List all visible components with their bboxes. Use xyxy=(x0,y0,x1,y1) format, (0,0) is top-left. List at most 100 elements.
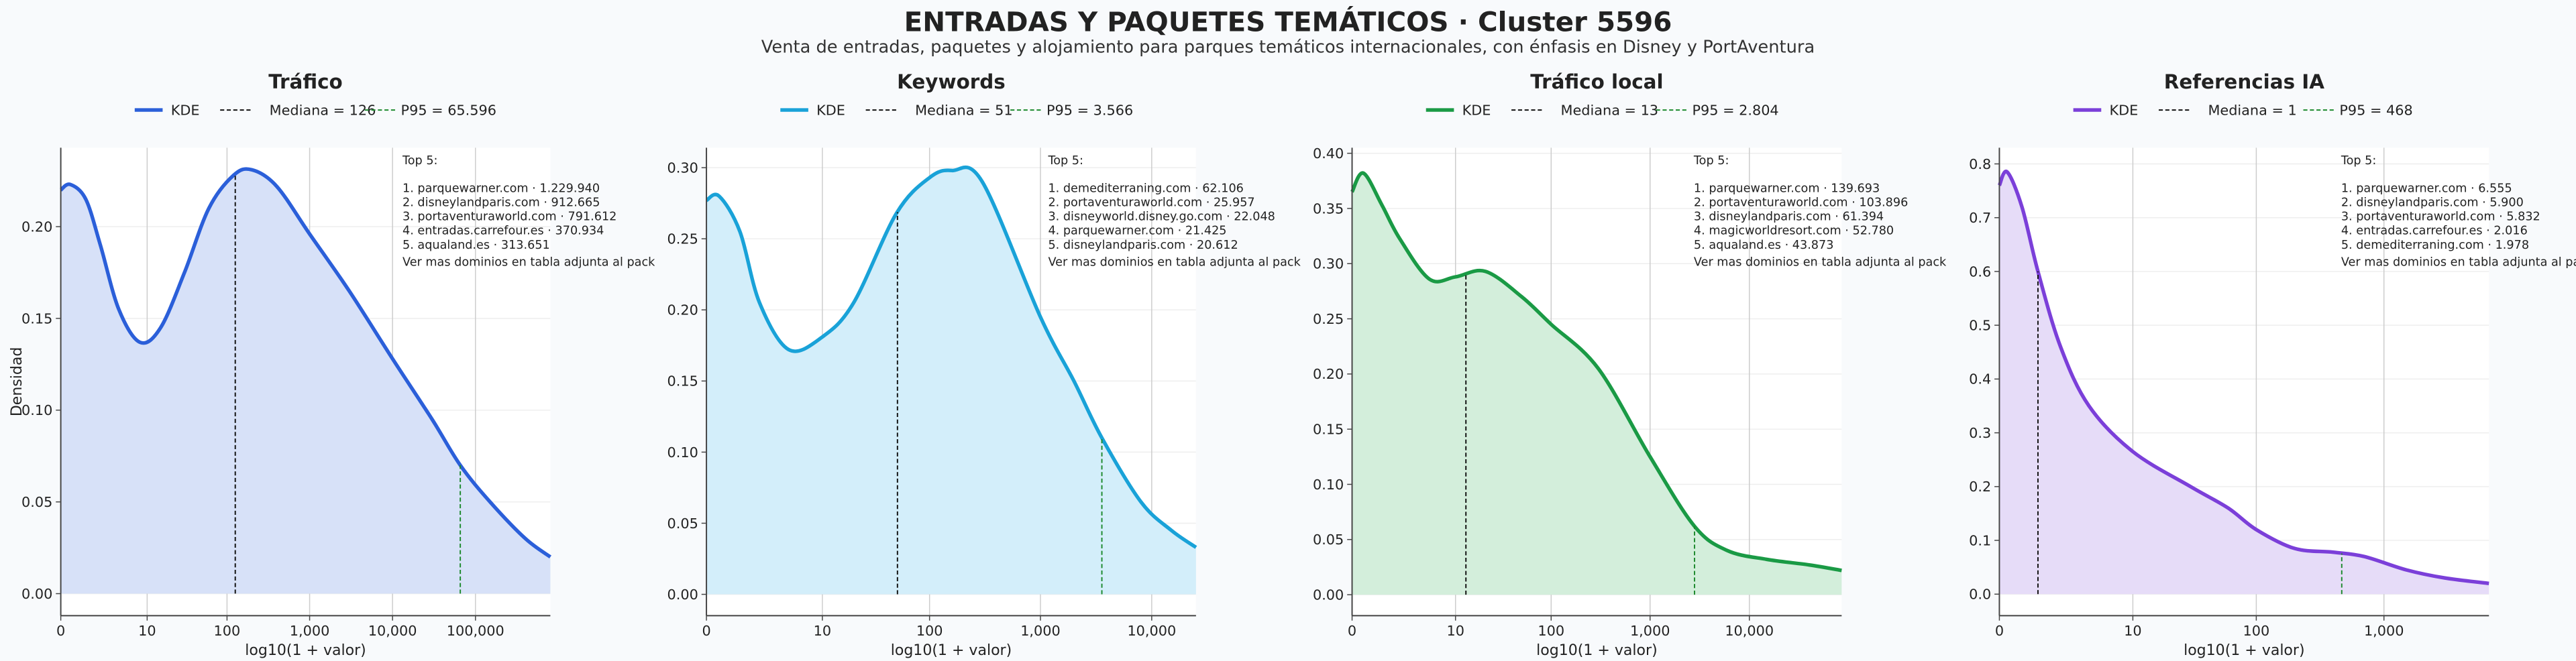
y-tick-label: 0.4 xyxy=(1969,371,1991,387)
x-tick-label: 100 xyxy=(2243,623,2270,639)
legend-label: KDE xyxy=(2110,102,2139,118)
annotation-item: 2. portaventuraworld.com · 103.896 xyxy=(1694,196,1908,210)
annotation-item: 4. entradas.carrefour.es · 2.016 xyxy=(2341,225,2528,238)
y-tick-label: 0.7 xyxy=(1969,210,1991,226)
y-tick-label: 0.40 xyxy=(1313,145,1344,162)
annotation-item: 3. disneylandparis.com · 61.394 xyxy=(1694,211,1884,224)
annotation-note: Ver mas dominios en tabla adjunta al pac… xyxy=(402,256,655,269)
y-tick-label: 0.20 xyxy=(667,302,698,318)
annotation-note: Ver mas dominios en tabla adjunta al pac… xyxy=(2341,256,2576,269)
y-tick-label: 0.10 xyxy=(667,444,698,461)
legend-label: KDE xyxy=(1462,102,1491,118)
y-tick-label: 0.15 xyxy=(21,310,52,326)
y-tick-label: 0.15 xyxy=(667,373,698,389)
y-tick-label: 0.35 xyxy=(1313,200,1344,217)
canvas: ENTRADAS Y PAQUETES TEMÁTICOS · Cluster … xyxy=(9,6,2576,660)
annotation-item: 5. aqualand.es · 313.651 xyxy=(402,239,550,252)
annotation-item: 5. aqualand.es · 43.873 xyxy=(1694,239,1834,252)
page-subtitle: Venta de entradas, paquetes y alojamient… xyxy=(761,37,1815,57)
x-tick-label: 0 xyxy=(702,623,710,639)
annotation-item: 3. disneyworld.disney.go.com · 22.048 xyxy=(1048,211,1275,224)
legend-label: Mediana = 1 xyxy=(2208,102,2296,118)
panel-title: Keywords xyxy=(897,70,1006,93)
annotation-item: 3. portaventuraworld.com · 791.612 xyxy=(402,211,616,224)
x-tick-label: 10,000 xyxy=(1725,623,1774,639)
kde-line xyxy=(59,167,552,558)
annotation-title: Top 5: xyxy=(402,154,438,168)
x-tick-label: 10 xyxy=(2124,623,2141,639)
legend-label: KDE xyxy=(816,102,845,118)
annotation-item: 5. demediterraning.com · 1.978 xyxy=(2341,239,2529,252)
annotation-title: Top 5: xyxy=(1693,154,1729,168)
y-tick-label: 0.3 xyxy=(1969,425,1991,441)
y-tick-label: 0.20 xyxy=(1313,366,1344,382)
x-tick-label: 1,000 xyxy=(2364,623,2404,639)
kde-line xyxy=(1997,170,2489,585)
annotation-item: 2. disneylandparis.com · 5.900 xyxy=(2341,196,2524,210)
legend-label: KDE xyxy=(171,102,200,118)
legend-label: P95 = 3.566 xyxy=(1046,102,1133,118)
y-tick-label: 0.0 xyxy=(1969,587,1991,603)
x-tick-label: 10,000 xyxy=(1127,623,1176,639)
panel-title: Referencias IA xyxy=(2164,70,2325,93)
page-title: ENTRADAS Y PAQUETES TEMÁTICOS · Cluster … xyxy=(904,6,1672,38)
annotation-item: 4. parquewarner.com · 21.425 xyxy=(1048,225,1226,238)
x-axis-label: log10(1 + valor) xyxy=(245,642,366,659)
x-tick-label: 10 xyxy=(138,623,156,639)
y-tick-label: 0.15 xyxy=(1313,422,1344,438)
annotation-item: 1. parquewarner.com · 1.229.940 xyxy=(402,182,600,196)
y-tick-label: 0.30 xyxy=(1313,256,1344,272)
y-tick-label: 0.1 xyxy=(1969,532,1991,548)
annotation-item: 1. parquewarner.com · 6.555 xyxy=(2341,182,2512,196)
kde-area xyxy=(1999,171,2489,595)
kde-area xyxy=(706,167,1196,595)
x-tick-label: 100 xyxy=(214,623,241,639)
annotation-title: Top 5: xyxy=(1047,154,1083,168)
x-axis-label: log10(1 + valor) xyxy=(2184,642,2305,659)
x-axis-label: log10(1 + valor) xyxy=(891,642,1012,659)
kde-area xyxy=(1352,172,1842,595)
legend-label: Mediana = 126 xyxy=(270,102,376,118)
kde-line xyxy=(1350,171,1842,573)
y-tick-label: 0.25 xyxy=(1313,311,1344,327)
kde-line xyxy=(705,165,1197,549)
y-axis-label: Densidad xyxy=(9,347,25,417)
y-tick-label: 0.10 xyxy=(21,402,52,418)
panel-title: Tráfico xyxy=(268,70,343,93)
annotation-item: 4. magicworldresort.com · 52.780 xyxy=(1694,225,1894,238)
legend-label: P95 = 65.596 xyxy=(401,102,496,118)
annotation-note: Ver mas dominios en tabla adjunta al pac… xyxy=(1048,256,1301,269)
y-tick-label: 0.00 xyxy=(1313,587,1344,603)
y-tick-label: 0.05 xyxy=(21,494,52,510)
x-axis-label: log10(1 + valor) xyxy=(1536,642,1658,659)
y-tick-label: 0.00 xyxy=(667,587,698,603)
y-tick-label: 0.20 xyxy=(21,219,52,235)
annotation-item: 3. portaventuraworld.com · 5.832 xyxy=(2341,211,2540,224)
y-tick-label: 0.10 xyxy=(1313,477,1344,493)
x-tick-label: 1,000 xyxy=(1630,623,1670,639)
annotation-item: 2. disneylandparis.com · 912.665 xyxy=(402,196,600,210)
y-tick-label: 0.05 xyxy=(1313,532,1344,548)
x-tick-label: 0 xyxy=(56,623,65,639)
y-tick-label: 0.2 xyxy=(1969,479,1991,495)
annotation-item: 1. parquewarner.com · 139.693 xyxy=(1694,182,1880,196)
annotation-item: 5. disneylandparis.com · 20.612 xyxy=(1048,239,1238,252)
legend-label: P95 = 2.804 xyxy=(1692,102,1778,118)
annotation-note: Ver mas dominios en tabla adjunta al pac… xyxy=(1694,256,1947,269)
y-tick-label: 0.25 xyxy=(667,231,698,247)
annotation-title: Top 5: xyxy=(2341,154,2377,168)
annotation-item: 1. demediterraning.com · 62.106 xyxy=(1048,182,1243,196)
x-tick-label: 10 xyxy=(1446,623,1464,639)
kde-area xyxy=(60,169,551,594)
legend-label: Mediana = 13 xyxy=(1561,102,1659,118)
x-tick-label: 10 xyxy=(814,623,831,639)
x-tick-label: 10,000 xyxy=(368,623,417,639)
x-tick-label: 0 xyxy=(1348,623,1356,639)
y-tick-label: 0.8 xyxy=(1969,156,1991,172)
y-tick-label: 0.30 xyxy=(667,160,698,176)
annotation-item: 2. portaventuraworld.com · 25.957 xyxy=(1048,196,1254,210)
legend-label: Mediana = 51 xyxy=(915,102,1013,118)
y-tick-label: 0.6 xyxy=(1969,263,1991,280)
